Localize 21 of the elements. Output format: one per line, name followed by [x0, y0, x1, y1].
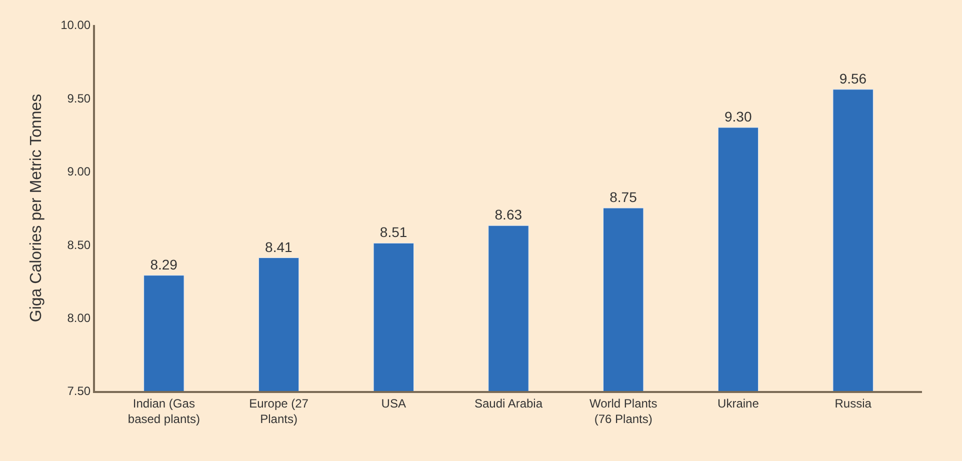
data-label: 9.30 [724, 108, 752, 124]
y-tick-label: 7.50 [67, 384, 91, 398]
data-label: 8.51 [380, 224, 408, 240]
y-tick-label: 8.00 [67, 311, 91, 325]
data-label: 8.75 [610, 189, 638, 205]
x-tick-label: Europe (27 Plants) [249, 396, 309, 426]
y-tick-label: 9.00 [67, 164, 91, 179]
y-tick-label: 9.50 [67, 91, 91, 106]
x-tick-label: Ukraine [718, 396, 760, 410]
x-tick-label: Indian (Gas based plants) [128, 396, 200, 426]
x-tick-label: Saudi Arabia [474, 396, 543, 410]
x-tick-label: Russia [834, 396, 872, 410]
data-label: 8.63 [494, 206, 522, 223]
x-tick-label: World Plants (76 Plants) [589, 396, 658, 426]
x-tick-label: USA [381, 396, 406, 410]
y-tick-label: 8.50 [67, 238, 91, 252]
data-label: 8.29 [150, 256, 178, 272]
y-tick-label: 10.00 [60, 18, 91, 32]
y-axis-title: Giga Calories per Metric Tonnes [28, 94, 45, 322]
data-label: 9.56 [839, 70, 867, 86]
data-label: 8.41 [265, 238, 293, 255]
